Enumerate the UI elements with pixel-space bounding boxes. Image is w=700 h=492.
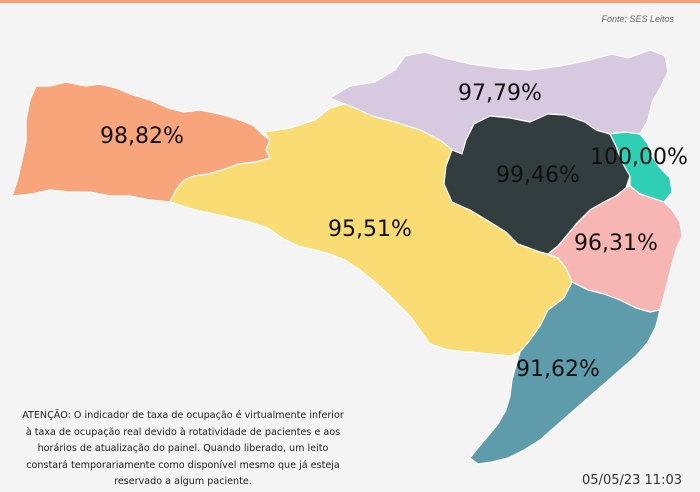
label-nordeste: 100,00% bbox=[590, 145, 688, 170]
occupancy-disclaimer: ATENÇÃO: O indicador de taxa de ocupação… bbox=[22, 410, 344, 487]
label-serra-meio-oeste: 95,51% bbox=[328, 217, 412, 242]
region-oeste[interactable] bbox=[11, 81, 271, 203]
label-grande-florianopolis: 96,31% bbox=[574, 231, 658, 256]
label-vale-itajai: 99,46% bbox=[496, 163, 580, 188]
region-sul[interactable] bbox=[469, 281, 661, 465]
region-nordeste[interactable] bbox=[609, 131, 673, 203]
label-sul: 91,62% bbox=[516, 357, 600, 382]
top-accent-bar bbox=[0, 0, 700, 3]
label-oeste: 98,82% bbox=[100, 124, 184, 149]
data-source-label: Fonte: SES Leitos bbox=[601, 14, 674, 24]
update-timestamp: 05/05/23 11:03 bbox=[582, 473, 682, 488]
label-norte: 97,79% bbox=[458, 81, 542, 106]
